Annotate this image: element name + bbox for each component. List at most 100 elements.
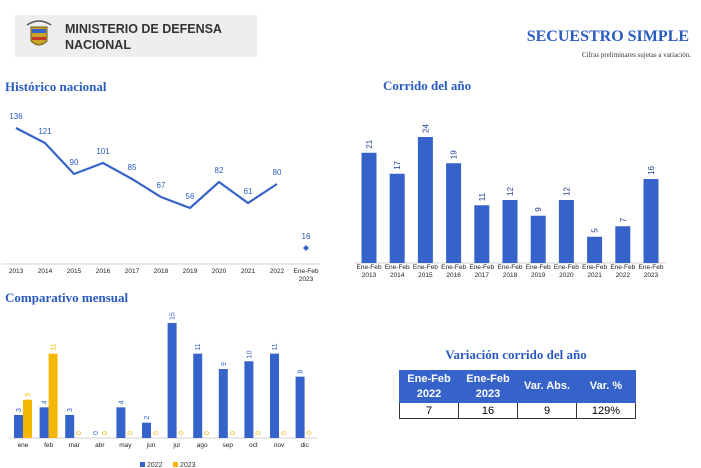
- x-tick-label: 2019: [182, 268, 198, 275]
- value-label: 10: [246, 350, 253, 358]
- x-tick-label: jun: [146, 442, 156, 449]
- header-cell: Ene-Feb 2022: [399, 370, 459, 403]
- bar: [193, 353, 203, 438]
- value-label: 121: [38, 127, 52, 136]
- value-label: 0: [255, 431, 262, 435]
- x-tick-label: 2017: [124, 268, 140, 275]
- value-label: 136: [9, 112, 23, 121]
- x-tick-label: ago: [196, 442, 208, 449]
- value-label: 82: [215, 166, 224, 175]
- value-label: 8: [298, 370, 305, 374]
- bar: [530, 215, 546, 263]
- point: [303, 245, 309, 251]
- value-label: 21: [365, 139, 374, 148]
- chart-title: Corrido del año: [383, 78, 472, 93]
- bar: [142, 422, 151, 438]
- bar: [39, 407, 49, 438]
- legend-label: 2022: [147, 462, 163, 468]
- value-label: 0: [93, 431, 100, 435]
- x-tick-label: nov: [273, 442, 285, 449]
- bar: [587, 236, 603, 263]
- value-label: 12: [562, 187, 571, 196]
- bar: [643, 179, 659, 263]
- value-label: 61: [244, 187, 253, 196]
- value-label: 4: [42, 400, 49, 404]
- table: Ene-Feb 2022 Ene-Feb 2023 Var. Abs. Var.…: [399, 370, 636, 419]
- bar: [474, 205, 490, 263]
- organization: MINISTERIO DE DEFENSA NACIONAL: [65, 22, 222, 52]
- value-label: 7: [619, 217, 628, 222]
- value-label: 0: [153, 431, 160, 435]
- x-tick-label: Ene-Feb 2017: [469, 264, 495, 279]
- value-label: 0: [307, 431, 314, 435]
- line: [15, 127, 278, 210]
- logo: [26, 20, 52, 46]
- value-label: 4: [118, 400, 125, 404]
- header-cell: Var. %: [576, 370, 636, 403]
- x-tick-label: 2018: [153, 268, 169, 275]
- x-tick-label: Ene-Feb 2015: [412, 264, 438, 279]
- value-label: 11: [272, 343, 279, 350]
- chart-title: Comparativo mensual: [5, 290, 129, 305]
- table-title: Variación corrido del año: [445, 347, 587, 362]
- value-label: 0: [127, 431, 134, 435]
- value-label: 56: [186, 192, 195, 201]
- value-label: 11: [51, 343, 58, 350]
- bar: [65, 414, 75, 438]
- value-label: 90: [70, 158, 79, 167]
- value-label: 17: [393, 160, 402, 169]
- cell: 129%: [576, 402, 636, 419]
- x-tick-label: Ene-Feb 2018: [497, 264, 523, 279]
- legend-label: 2023: [180, 462, 196, 468]
- header-row: Ene-Feb 2022 Ene-Feb 2023 Var. Abs. Var.…: [399, 370, 636, 403]
- value-label: 16: [647, 166, 656, 175]
- x-tick-label: may: [119, 442, 132, 449]
- bar: [361, 152, 377, 263]
- x-tick-label: ene: [17, 442, 29, 449]
- value-label: 24: [421, 124, 430, 133]
- bar: [48, 353, 58, 438]
- header-box: MINISTERIO DE DEFENSA NACIONAL: [15, 15, 257, 57]
- bar: [14, 414, 23, 438]
- legend-swatch: [140, 462, 145, 467]
- x-tick-label: sep: [222, 442, 234, 449]
- bar: [116, 407, 126, 438]
- value-label: 3: [67, 408, 74, 412]
- data-row: 7 16 9 129%: [399, 402, 636, 419]
- x-tick-label: abr: [95, 442, 105, 449]
- x-tick-label: Ene-Feb 2022: [610, 264, 636, 279]
- value-label: 0: [281, 431, 288, 435]
- cell: 16: [458, 402, 518, 419]
- x-tick-label: Ene-Feb 2023: [293, 268, 319, 283]
- x-tick-label: 2014: [37, 268, 53, 275]
- bar: [502, 200, 518, 263]
- bar: [244, 361, 254, 438]
- value-label: 19: [450, 150, 459, 159]
- x-tick-label: Ene-Feb 2016: [441, 264, 467, 279]
- value-label: 9: [221, 362, 228, 366]
- bar: [389, 173, 405, 263]
- value-label: 0: [230, 431, 237, 435]
- x-tick-label: jul: [173, 442, 180, 449]
- bar: [558, 200, 574, 263]
- value-label: 3: [16, 408, 23, 412]
- value-label: 0: [179, 431, 186, 435]
- value-label: 67: [157, 181, 166, 190]
- x-tick-label: dic: [300, 442, 309, 449]
- x-tick-label: feb: [44, 442, 54, 449]
- bar: [270, 353, 279, 438]
- value-label: 80: [273, 168, 282, 177]
- chart-title: Histórico nacional: [5, 79, 107, 94]
- bar: [167, 322, 177, 438]
- x-tick-label: Ene-Feb 2019: [525, 264, 551, 279]
- value-label: 11: [478, 192, 487, 201]
- value-label: 9: [534, 207, 543, 212]
- bar: [295, 376, 305, 438]
- x-tick-label: oct: [249, 442, 258, 449]
- x-tick-label: Ene-Feb 2021: [582, 264, 608, 279]
- x-tick-label: 2022: [269, 268, 285, 275]
- x-tick-label: Ene-Feb 2020: [553, 264, 579, 279]
- value-label: 5: [25, 393, 32, 397]
- value-label: 16: [302, 232, 311, 241]
